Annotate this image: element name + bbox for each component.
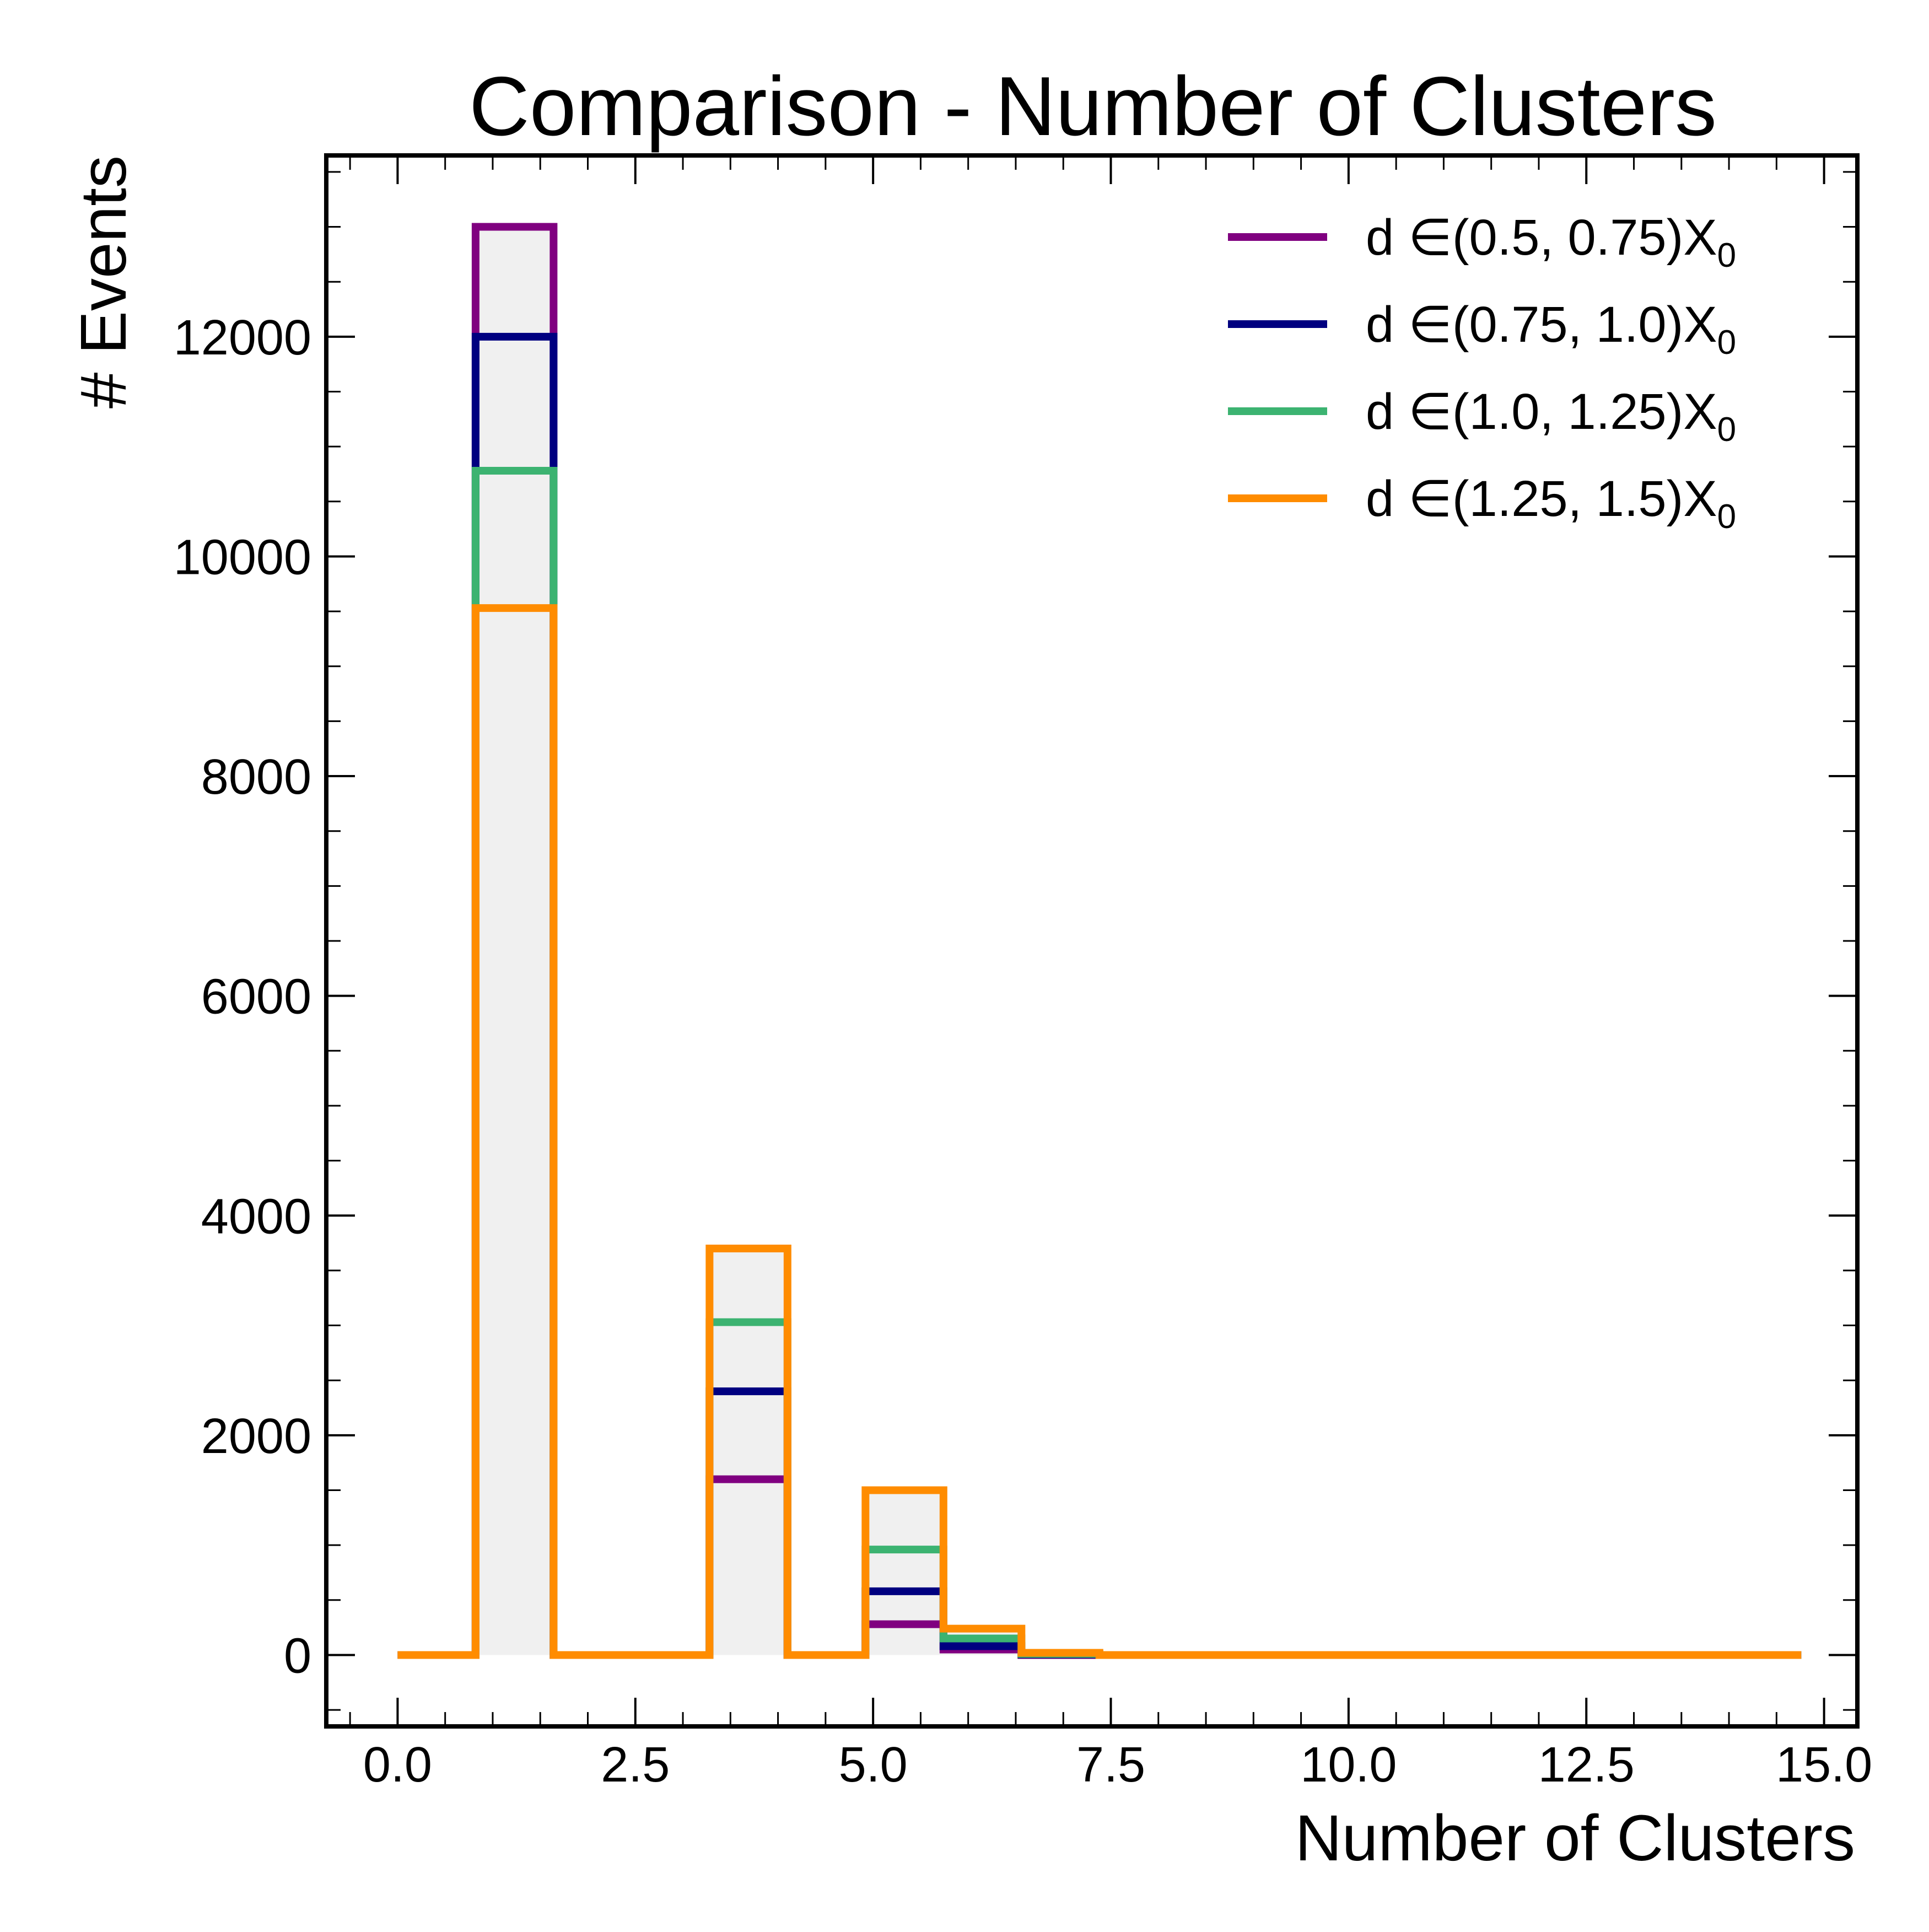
x-tick-label: 7.5 <box>1076 1737 1145 1793</box>
legend-label-subscript: 0 <box>1717 324 1736 362</box>
legend-label-subscript: 0 <box>1717 236 1736 275</box>
legend-label-4: d ∈(1.25, 1.5)X0 <box>1366 471 1736 536</box>
histogram-bin-fill <box>865 1490 944 1655</box>
plot-frame <box>324 153 1860 1729</box>
legend-label-subscript: 0 <box>1717 498 1736 536</box>
x-axis-label: Number of Clusters <box>1295 1802 1855 1875</box>
legend-label-3: d ∈(1.0, 1.25)X0 <box>1366 384 1736 449</box>
y-tick-label: 6000 <box>201 970 311 1025</box>
x-tick-label: 10.0 <box>1300 1737 1397 1793</box>
x-tick-label: 0.0 <box>363 1737 432 1793</box>
legend-label-1: d ∈(0.5, 0.75)X0 <box>1366 209 1736 275</box>
x-tick-label: 2.5 <box>601 1737 670 1793</box>
legend-label-subscript: 0 <box>1717 411 1736 449</box>
x-tick-label: 5.0 <box>839 1737 908 1793</box>
x-tick-label: 15.0 <box>1776 1737 1872 1793</box>
y-tick-label: 8000 <box>201 750 311 805</box>
y-tick-label: 12000 <box>174 310 311 365</box>
histogram-series <box>397 223 1802 1659</box>
histogram-series-4 <box>397 604 1802 1659</box>
y-tick-label: 4000 <box>201 1189 311 1244</box>
x-tick-label: 12.5 <box>1538 1737 1635 1793</box>
y-tick-label: 2000 <box>201 1409 311 1464</box>
legend-label-2: d ∈(0.75, 1.0)X0 <box>1366 297 1736 362</box>
histogram-bin-fill <box>475 227 554 1655</box>
histogram-bin-fill <box>709 1248 788 1655</box>
axis-ticks <box>326 155 1857 1726</box>
legend: d ∈(0.5, 0.75)X0 d ∈(0.75, 1.0)X0 d ∈(1.0,… <box>1228 209 1736 536</box>
y-tick-label: 10000 <box>174 530 311 585</box>
chart-title: Comparison - Number of Clusters <box>469 60 1717 153</box>
y-axis-label: # Events <box>67 155 140 408</box>
axis-tick-labels: 0.0 2.5 5.0 7.5 10.0 12.5 15.0 0 2000 4000 6000 800… <box>174 310 1872 1793</box>
y-tick-label: 0 <box>284 1628 311 1683</box>
